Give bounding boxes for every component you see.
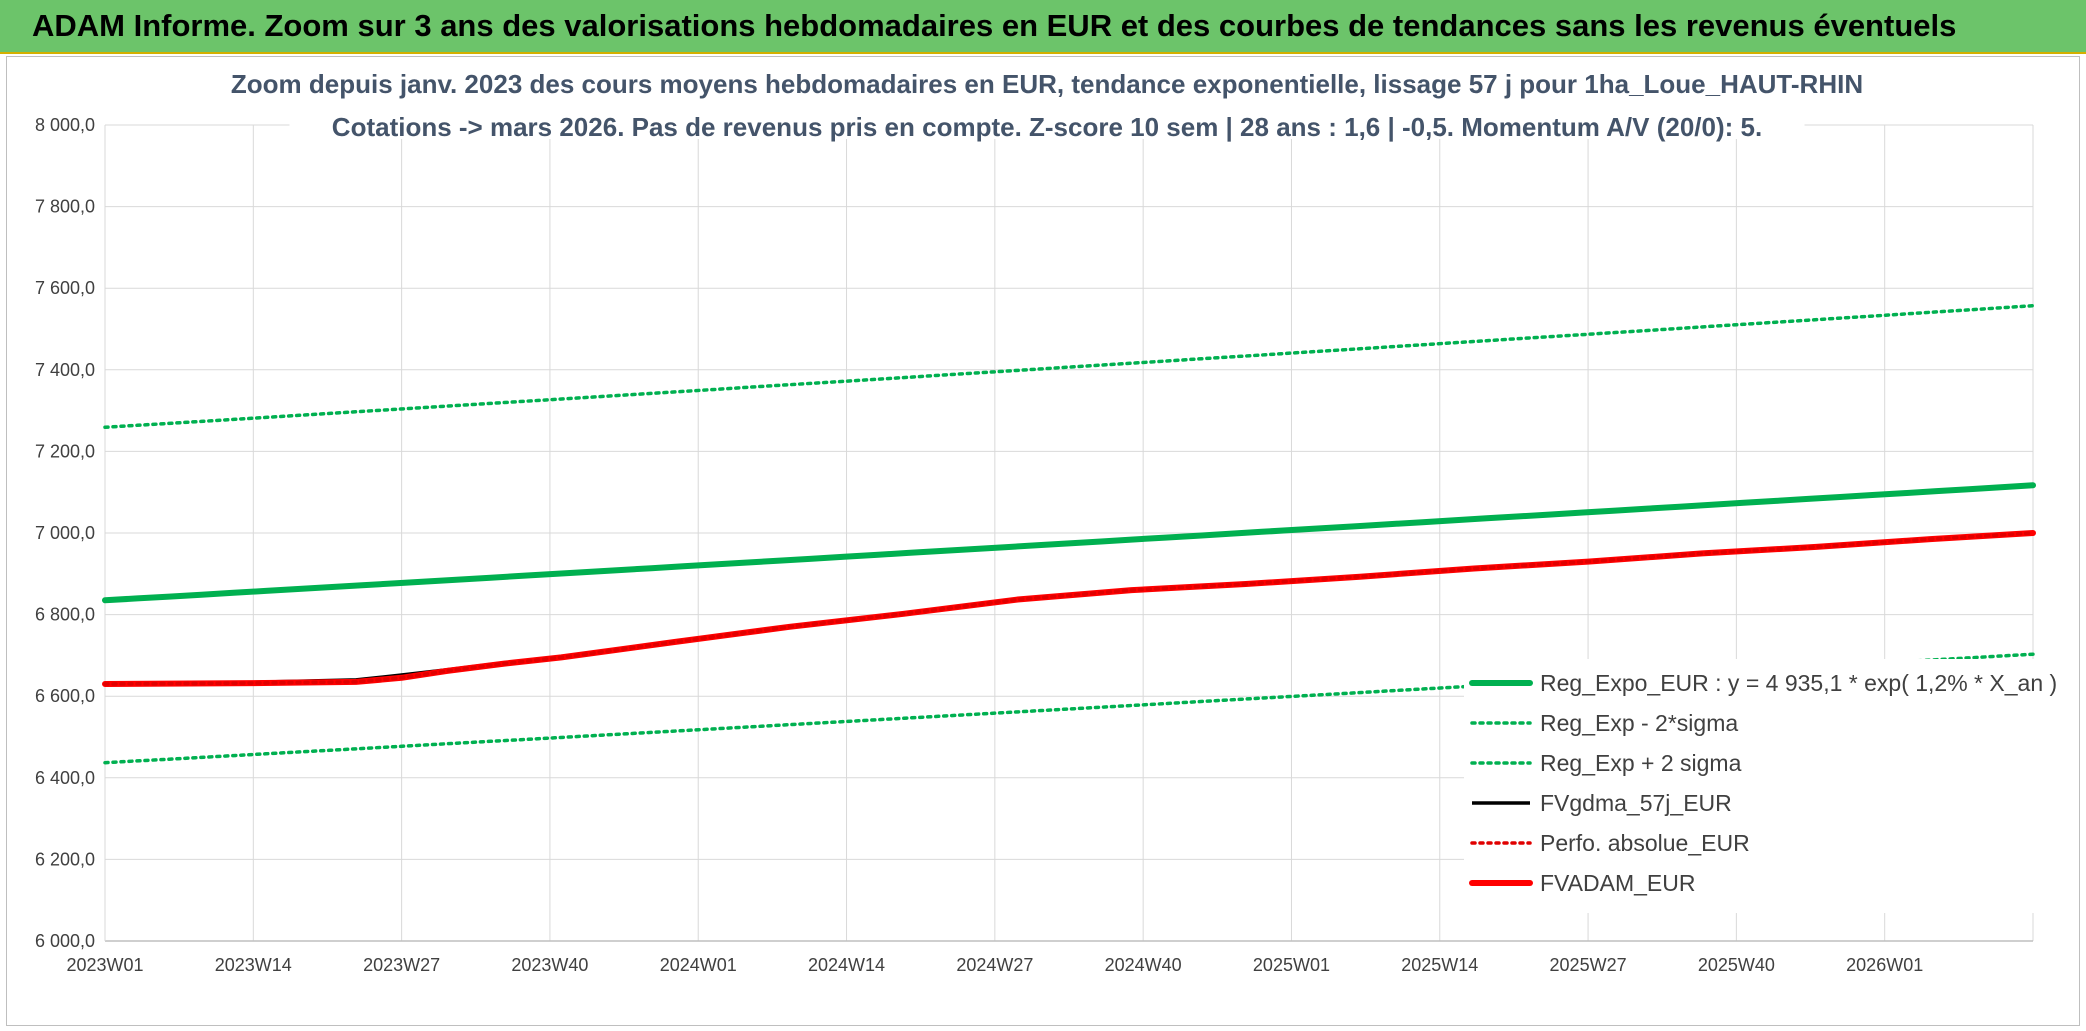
chart-title-line: Cotations -> mars 2026. Pas de revenus p… bbox=[332, 112, 1762, 142]
legend: Reg_Expo_EUR : y = 4 935,1 * exp( 1,2% *… bbox=[1464, 659, 2057, 913]
legend-entry: Reg_Expo_EUR : y = 4 935,1 * exp( 1,2% *… bbox=[1540, 670, 2057, 696]
series-line bbox=[103, 303, 2035, 430]
x-tick-label: 2025W14 bbox=[1401, 955, 1478, 975]
chart-area: 6 000,0 6 200,0 6 400,0 6 600,0 6 800,0 7 000… bbox=[6, 56, 2080, 1026]
y-tick-label: 7 600,0 bbox=[35, 278, 95, 298]
x-tick-label: 2024W14 bbox=[808, 955, 885, 975]
x-tick-label: 2025W27 bbox=[1550, 955, 1627, 975]
x-tick-label: 2024W01 bbox=[660, 955, 737, 975]
y-tick-label: 6 200,0 bbox=[35, 849, 95, 869]
x-tick-label: 2023W14 bbox=[215, 955, 292, 975]
y-tick-label: 6 400,0 bbox=[35, 768, 95, 788]
title-background bbox=[289, 61, 1805, 139]
x-tick-label: 2025W01 bbox=[1253, 955, 1330, 975]
x-tick-label: 2024W40 bbox=[1105, 955, 1182, 975]
legend-entry: Reg_Exp + 2 sigma bbox=[1540, 750, 1742, 776]
y-tick-label: 6 800,0 bbox=[35, 605, 95, 625]
line-chart: 6 000,0 6 200,0 6 400,0 6 600,0 6 800,0 7 000… bbox=[35, 61, 2057, 975]
y-tick-label: 7 000,0 bbox=[35, 523, 95, 543]
legend-background bbox=[1464, 659, 2044, 913]
banner-title: ADAM Informe. Zoom sur 3 ans des valoris… bbox=[32, 8, 1957, 43]
chart-title: Zoom depuis janv. 2023 des cours moyens … bbox=[231, 61, 1863, 142]
x-tick-label: 2025W40 bbox=[1698, 955, 1775, 975]
y-tick-label: 7 200,0 bbox=[35, 441, 95, 461]
x-tick-label: 2023W40 bbox=[511, 955, 588, 975]
y-tick-label: 6 600,0 bbox=[35, 686, 95, 706]
legend-entry: FVgdma_57j_EUR bbox=[1540, 790, 1732, 816]
y-tick-label: 6 000,0 bbox=[35, 931, 95, 951]
header-banner: ADAM Informe. Zoom sur 3 ans des valoris… bbox=[0, 0, 2086, 54]
chart-title-line: Zoom depuis janv. 2023 des cours moyens … bbox=[231, 69, 1863, 99]
series-line bbox=[103, 531, 2035, 686]
axes: 6 000,0 6 200,0 6 400,0 6 600,0 6 800,0 7 000… bbox=[35, 115, 2033, 975]
y-tick-label: 7 400,0 bbox=[35, 360, 95, 380]
y-tick-label: 8 000,0 bbox=[35, 115, 95, 135]
x-tick-label: 2026W01 bbox=[1846, 955, 1923, 975]
legend-entry: Perfo. absolue_EUR bbox=[1540, 830, 1750, 856]
legend-entry: Reg_Exp - 2*sigma bbox=[1540, 710, 1738, 736]
legend-entry: FVADAM_EUR bbox=[1540, 870, 1696, 896]
x-tick-label: 2024W27 bbox=[956, 955, 1033, 975]
series-line bbox=[102, 482, 2036, 604]
y-tick-label: 7 800,0 bbox=[35, 197, 95, 217]
x-tick-label: 2023W27 bbox=[363, 955, 440, 975]
x-tick-label: 2023W01 bbox=[66, 955, 143, 975]
series bbox=[102, 303, 2036, 765]
